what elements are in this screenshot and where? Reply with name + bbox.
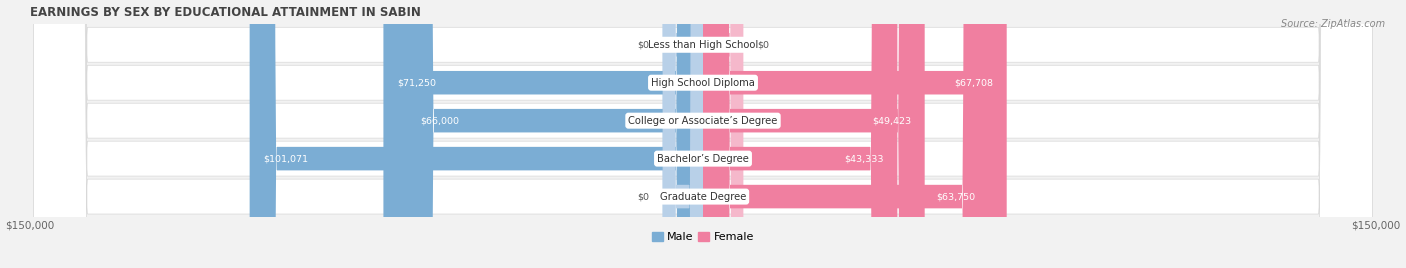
Text: $0: $0	[756, 40, 769, 49]
Text: $43,333: $43,333	[845, 154, 884, 163]
Text: Source: ZipAtlas.com: Source: ZipAtlas.com	[1281, 19, 1385, 29]
Text: Bachelor’s Degree: Bachelor’s Degree	[657, 154, 749, 164]
FancyBboxPatch shape	[34, 0, 1372, 268]
Text: Graduate Degree: Graduate Degree	[659, 192, 747, 202]
FancyBboxPatch shape	[703, 0, 897, 268]
FancyBboxPatch shape	[250, 0, 703, 268]
FancyBboxPatch shape	[703, 0, 1007, 268]
Text: $49,423: $49,423	[872, 116, 911, 125]
Text: College or Associate’s Degree: College or Associate’s Degree	[628, 116, 778, 126]
Legend: Male, Female: Male, Female	[647, 228, 759, 247]
Text: $101,071: $101,071	[263, 154, 308, 163]
Text: $0: $0	[637, 40, 650, 49]
FancyBboxPatch shape	[662, 0, 703, 268]
Text: $63,750: $63,750	[936, 192, 976, 201]
FancyBboxPatch shape	[406, 0, 703, 268]
Text: $71,250: $71,250	[396, 78, 436, 87]
Text: $67,708: $67,708	[955, 78, 993, 87]
FancyBboxPatch shape	[34, 0, 1372, 268]
FancyBboxPatch shape	[703, 0, 925, 268]
Text: $0: $0	[637, 192, 650, 201]
FancyBboxPatch shape	[662, 0, 703, 268]
FancyBboxPatch shape	[34, 0, 1372, 268]
FancyBboxPatch shape	[384, 0, 703, 268]
FancyBboxPatch shape	[703, 0, 744, 268]
Text: High School Diploma: High School Diploma	[651, 78, 755, 88]
Text: EARNINGS BY SEX BY EDUCATIONAL ATTAINMENT IN SABIN: EARNINGS BY SEX BY EDUCATIONAL ATTAINMEN…	[30, 6, 420, 18]
FancyBboxPatch shape	[703, 0, 988, 268]
FancyBboxPatch shape	[34, 0, 1372, 268]
Text: Less than High School: Less than High School	[648, 40, 758, 50]
FancyBboxPatch shape	[34, 0, 1372, 268]
Text: $66,000: $66,000	[420, 116, 460, 125]
